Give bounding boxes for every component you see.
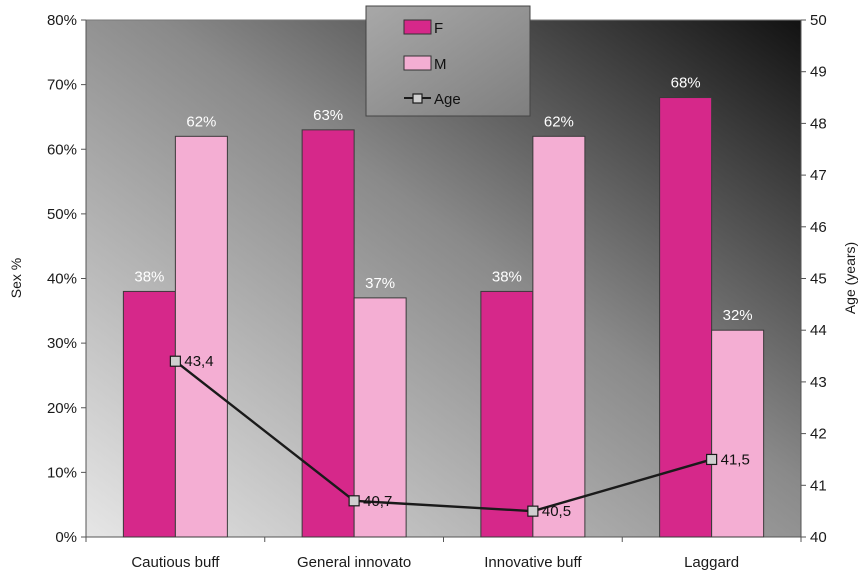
right-tick-label: 48 [810, 115, 827, 132]
bar-f-3 [480, 290, 534, 538]
category-label: General innovato [297, 554, 411, 571]
right-tick-label: 40 [810, 529, 827, 546]
left-tick-label: 50% [47, 206, 77, 223]
bar-label-m: 62% [544, 113, 574, 130]
bar-label-m: 62% [186, 113, 216, 130]
right-tick-label: 49 [810, 64, 827, 81]
category-label: Innovative buff [484, 554, 582, 571]
bar-m-1 [174, 135, 228, 538]
left-tick-label: 20% [47, 400, 77, 417]
right-tick-label: 41 [810, 477, 827, 494]
bar-f-2 [301, 129, 355, 538]
left-tick-label: 80% [47, 12, 77, 29]
legend-marker-age [412, 93, 423, 104]
left-axis-ticks: 0% 10% 20% 30% 40% 50% 60% 70% 80% [47, 12, 86, 546]
age-point-label: 43,4 [184, 353, 213, 370]
legend-label-f: F [434, 20, 443, 37]
legend: F M Age [365, 5, 531, 117]
bar-label-f: 63% [313, 107, 343, 124]
y-axis-title: Sex % [8, 258, 24, 298]
right-tick-label: 46 [810, 219, 827, 236]
age-line-path [174, 360, 712, 513]
bar-label-f: 38% [134, 268, 164, 285]
right-tick-label: 50 [810, 12, 827, 29]
category-label: Cautious buff [131, 554, 220, 571]
legend-label-age: Age [434, 91, 461, 108]
bar-m-3 [532, 135, 586, 538]
left-tick-label: 30% [47, 335, 77, 352]
legend-swatch-m [403, 55, 432, 71]
age-point-4 [706, 453, 718, 466]
bar-f-1 [122, 290, 176, 538]
age-point-label: 40,5 [542, 503, 571, 520]
bar-label-m: 32% [723, 307, 753, 324]
bar-m-2 [353, 297, 407, 538]
bars [122, 97, 765, 538]
category-label: Laggard [684, 554, 739, 571]
right-tick-label: 44 [810, 322, 827, 339]
bar-f-4 [659, 97, 713, 538]
left-tick-label: 0% [55, 529, 77, 546]
age-point-label: 40,7 [363, 493, 392, 510]
age-line: 43,4 40,7 40,5 41,5 [169, 353, 750, 520]
left-tick-label: 70% [47, 77, 77, 94]
legend-box [365, 5, 531, 117]
right-axis-ticks: 40 41 42 43 44 45 46 47 48 49 50 [801, 12, 827, 546]
bar-label-f: 38% [492, 268, 522, 285]
legend-swatch-f [403, 19, 432, 35]
bar-label-m: 37% [365, 275, 395, 292]
age-point-1 [169, 355, 181, 367]
right-tick-label: 47 [810, 167, 827, 184]
category-labels: Cautious buff General innovato Innovative … [85, 537, 802, 571]
age-point-2 [348, 495, 360, 507]
left-tick-label: 60% [47, 141, 77, 158]
right-tick-label: 42 [810, 426, 827, 443]
left-tick-label: 40% [47, 271, 77, 288]
bar-m-4 [711, 329, 765, 538]
legend-label-m: M [434, 56, 447, 73]
y2-axis-title: Age (years) [842, 242, 858, 314]
left-tick-label: 10% [47, 464, 77, 481]
right-tick-label: 43 [810, 374, 827, 391]
right-tick-label: 45 [810, 271, 827, 288]
age-point-label: 41,5 [721, 451, 750, 468]
bar-label-f: 68% [671, 75, 701, 92]
age-point-3 [527, 505, 539, 517]
bar-data-labels: 38% 62% 63% 37% 38% 62% 68% 32% [134, 75, 752, 325]
